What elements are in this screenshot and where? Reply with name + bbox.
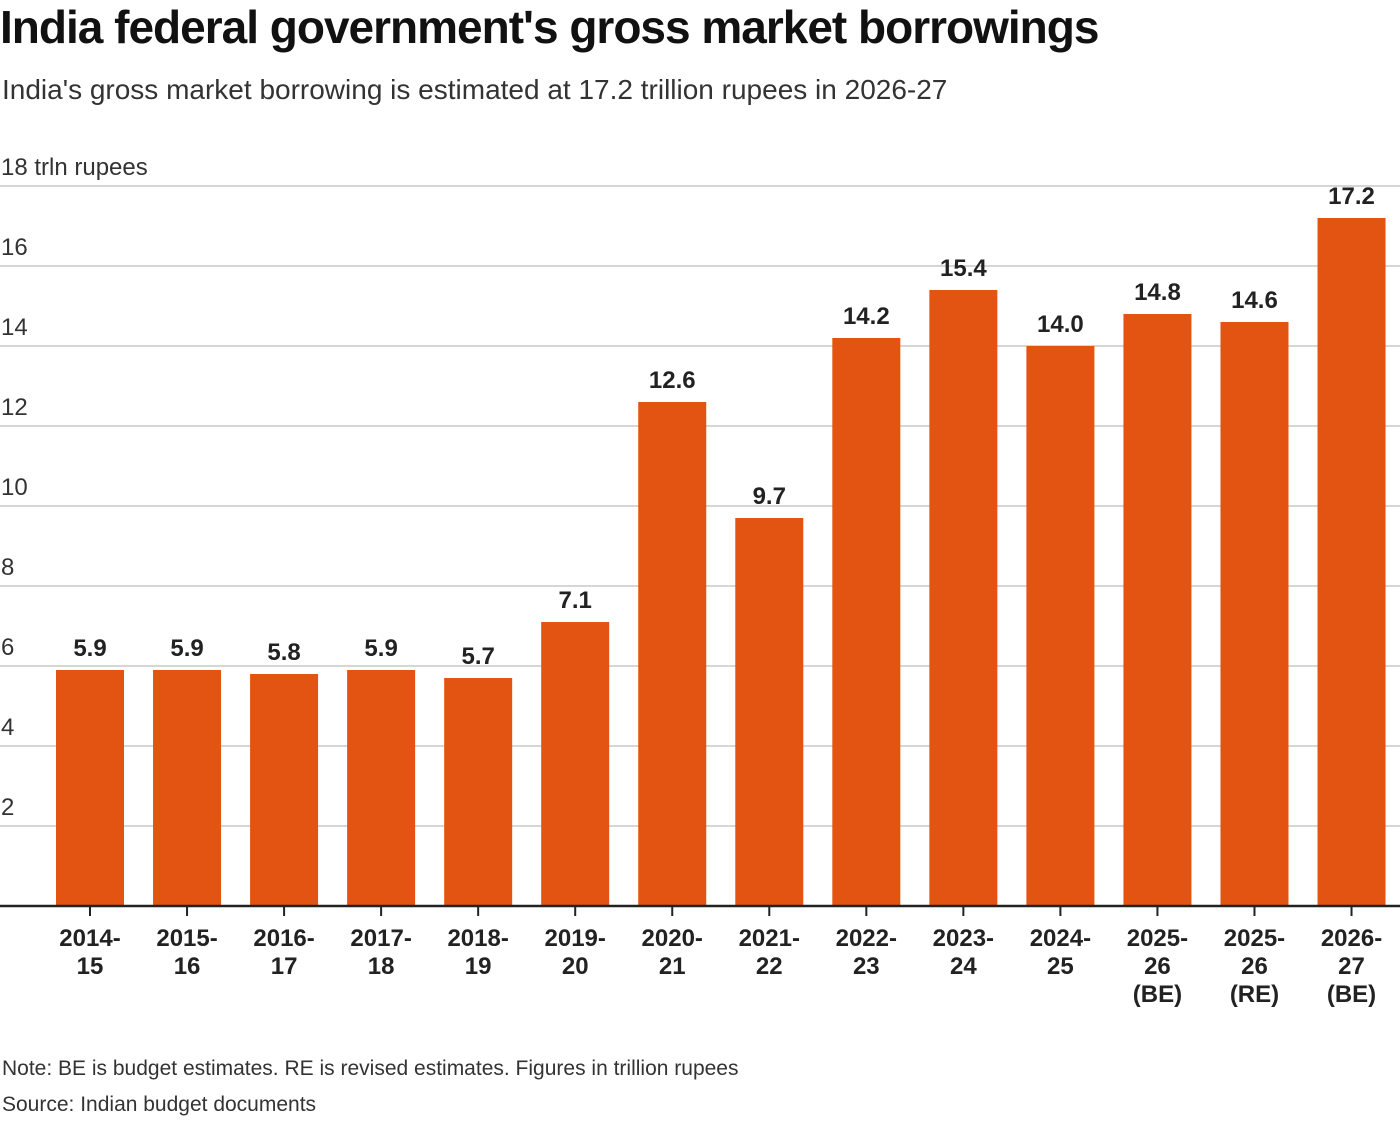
data-label: 5.7 bbox=[461, 643, 494, 670]
x-tick-label-line: 21 bbox=[659, 953, 686, 980]
bar bbox=[1026, 346, 1095, 906]
x-tick-label: 2025-26 (BE) bbox=[1127, 925, 1188, 1008]
x-tick-label-line: 22 bbox=[756, 953, 783, 980]
x-tick-label-line: 2024- bbox=[1030, 925, 1091, 952]
x-tick-label: 2015-16 bbox=[156, 925, 217, 980]
bar bbox=[832, 338, 901, 906]
data-label: 14.8 bbox=[1134, 279, 1181, 306]
data-label: 17.2 bbox=[1328, 183, 1375, 210]
data-label: 14.2 bbox=[843, 303, 890, 330]
x-tick-label-line: 26 bbox=[1144, 953, 1171, 980]
x-tick-label-line: 2025- bbox=[1224, 925, 1285, 952]
x-tick-label-line: 24 bbox=[950, 953, 977, 980]
chart-note: Note: BE is budget estimates. RE is revi… bbox=[2, 1057, 739, 1080]
x-tick-label: 2016-17 bbox=[253, 925, 314, 980]
x-tick-label-line: 2018- bbox=[447, 925, 508, 952]
x-tick-label-line: 2015- bbox=[156, 925, 217, 952]
y-tick-label: 10 bbox=[1, 474, 28, 501]
x-tick-label-line: 2014- bbox=[59, 925, 120, 952]
data-label: 5.9 bbox=[364, 635, 397, 662]
x-tick-label: 2024-25 bbox=[1030, 925, 1091, 980]
y-tick-label: 12 bbox=[1, 394, 28, 421]
y-tick-label: 2 bbox=[1, 794, 14, 821]
data-label: 9.7 bbox=[753, 483, 786, 510]
x-tick-label: 2021-22 bbox=[739, 925, 800, 980]
x-tick-label: 2018-19 bbox=[447, 925, 508, 980]
x-tick-label-line: (BE) bbox=[1133, 981, 1182, 1008]
x-tick-label-line: 2019- bbox=[545, 925, 606, 952]
data-label: 15.4 bbox=[940, 255, 987, 282]
x-tick-label-line: 2023- bbox=[933, 925, 994, 952]
y-tick-label: 16 bbox=[1, 234, 28, 261]
bar bbox=[444, 678, 513, 906]
bar bbox=[347, 670, 416, 906]
x-tick-label-line: 18 bbox=[368, 953, 395, 980]
x-tick-label-line: 25 bbox=[1047, 953, 1074, 980]
y-tick-label: 6 bbox=[1, 634, 14, 661]
y-tick-label: 14 bbox=[1, 314, 28, 341]
x-tick-label-line: 2017- bbox=[350, 925, 411, 952]
bar bbox=[153, 670, 222, 906]
data-label: 5.8 bbox=[267, 639, 300, 666]
bar bbox=[1317, 218, 1386, 906]
x-tick-label-line: (RE) bbox=[1230, 981, 1279, 1008]
x-tick-label: 2022-23 bbox=[836, 925, 897, 980]
bar bbox=[1123, 314, 1192, 906]
x-tick-label: 2020-21 bbox=[642, 925, 703, 980]
x-tick-label-line: 17 bbox=[271, 953, 298, 980]
x-tick-label: 2014-15 bbox=[59, 925, 120, 980]
x-tick-label-line: 2026- bbox=[1321, 925, 1382, 952]
x-tick-label: 2025-26 (RE) bbox=[1224, 925, 1285, 1008]
bar bbox=[735, 518, 804, 906]
x-tick-label-line: 27 bbox=[1338, 953, 1365, 980]
y-tick-label: 4 bbox=[1, 714, 14, 741]
x-tick-label-line: 2025- bbox=[1127, 925, 1188, 952]
x-tick-label-line: 20 bbox=[562, 953, 589, 980]
x-tick-label-line: 23 bbox=[853, 953, 880, 980]
data-label: 12.6 bbox=[649, 367, 696, 394]
x-tick-label-line: 2016- bbox=[253, 925, 314, 952]
bar bbox=[929, 290, 998, 906]
bar bbox=[541, 622, 610, 906]
y-tick-label: 8 bbox=[1, 554, 14, 581]
x-tick-label: 2019-20 bbox=[545, 925, 606, 980]
data-label: 7.1 bbox=[559, 587, 592, 614]
x-tick-label-line: 2022- bbox=[836, 925, 897, 952]
bar bbox=[56, 670, 124, 906]
x-tick-label-line: 2021- bbox=[739, 925, 800, 952]
x-tick-label: 2017-18 bbox=[350, 925, 411, 980]
bar bbox=[638, 402, 707, 906]
x-tick-label-line: 15 bbox=[77, 953, 104, 980]
data-label: 5.9 bbox=[73, 635, 106, 662]
chart-title: India federal government's gross market … bbox=[0, 1, 1099, 53]
chart-source: Source: Indian budget documents bbox=[2, 1093, 317, 1116]
x-tick-label: 2023-24 bbox=[933, 925, 994, 980]
bar bbox=[1220, 322, 1289, 906]
data-label: 14.0 bbox=[1037, 311, 1084, 338]
x-tick-label-line: 26 bbox=[1241, 953, 1268, 980]
x-tick-label-line: 2020- bbox=[642, 925, 703, 952]
chart-subtitle: India's gross market borrowing is estima… bbox=[2, 74, 948, 105]
y-tick-label: 18 trln rupees bbox=[1, 154, 148, 181]
bar bbox=[250, 674, 319, 906]
data-label: 5.9 bbox=[170, 635, 203, 662]
x-tick-label-line: (BE) bbox=[1327, 981, 1376, 1008]
x-tick-label: 2026-27 (BE) bbox=[1321, 925, 1382, 1008]
data-label: 14.6 bbox=[1231, 287, 1278, 314]
x-tick-label-line: 19 bbox=[465, 953, 492, 980]
x-tick-label-line: 16 bbox=[174, 953, 201, 980]
